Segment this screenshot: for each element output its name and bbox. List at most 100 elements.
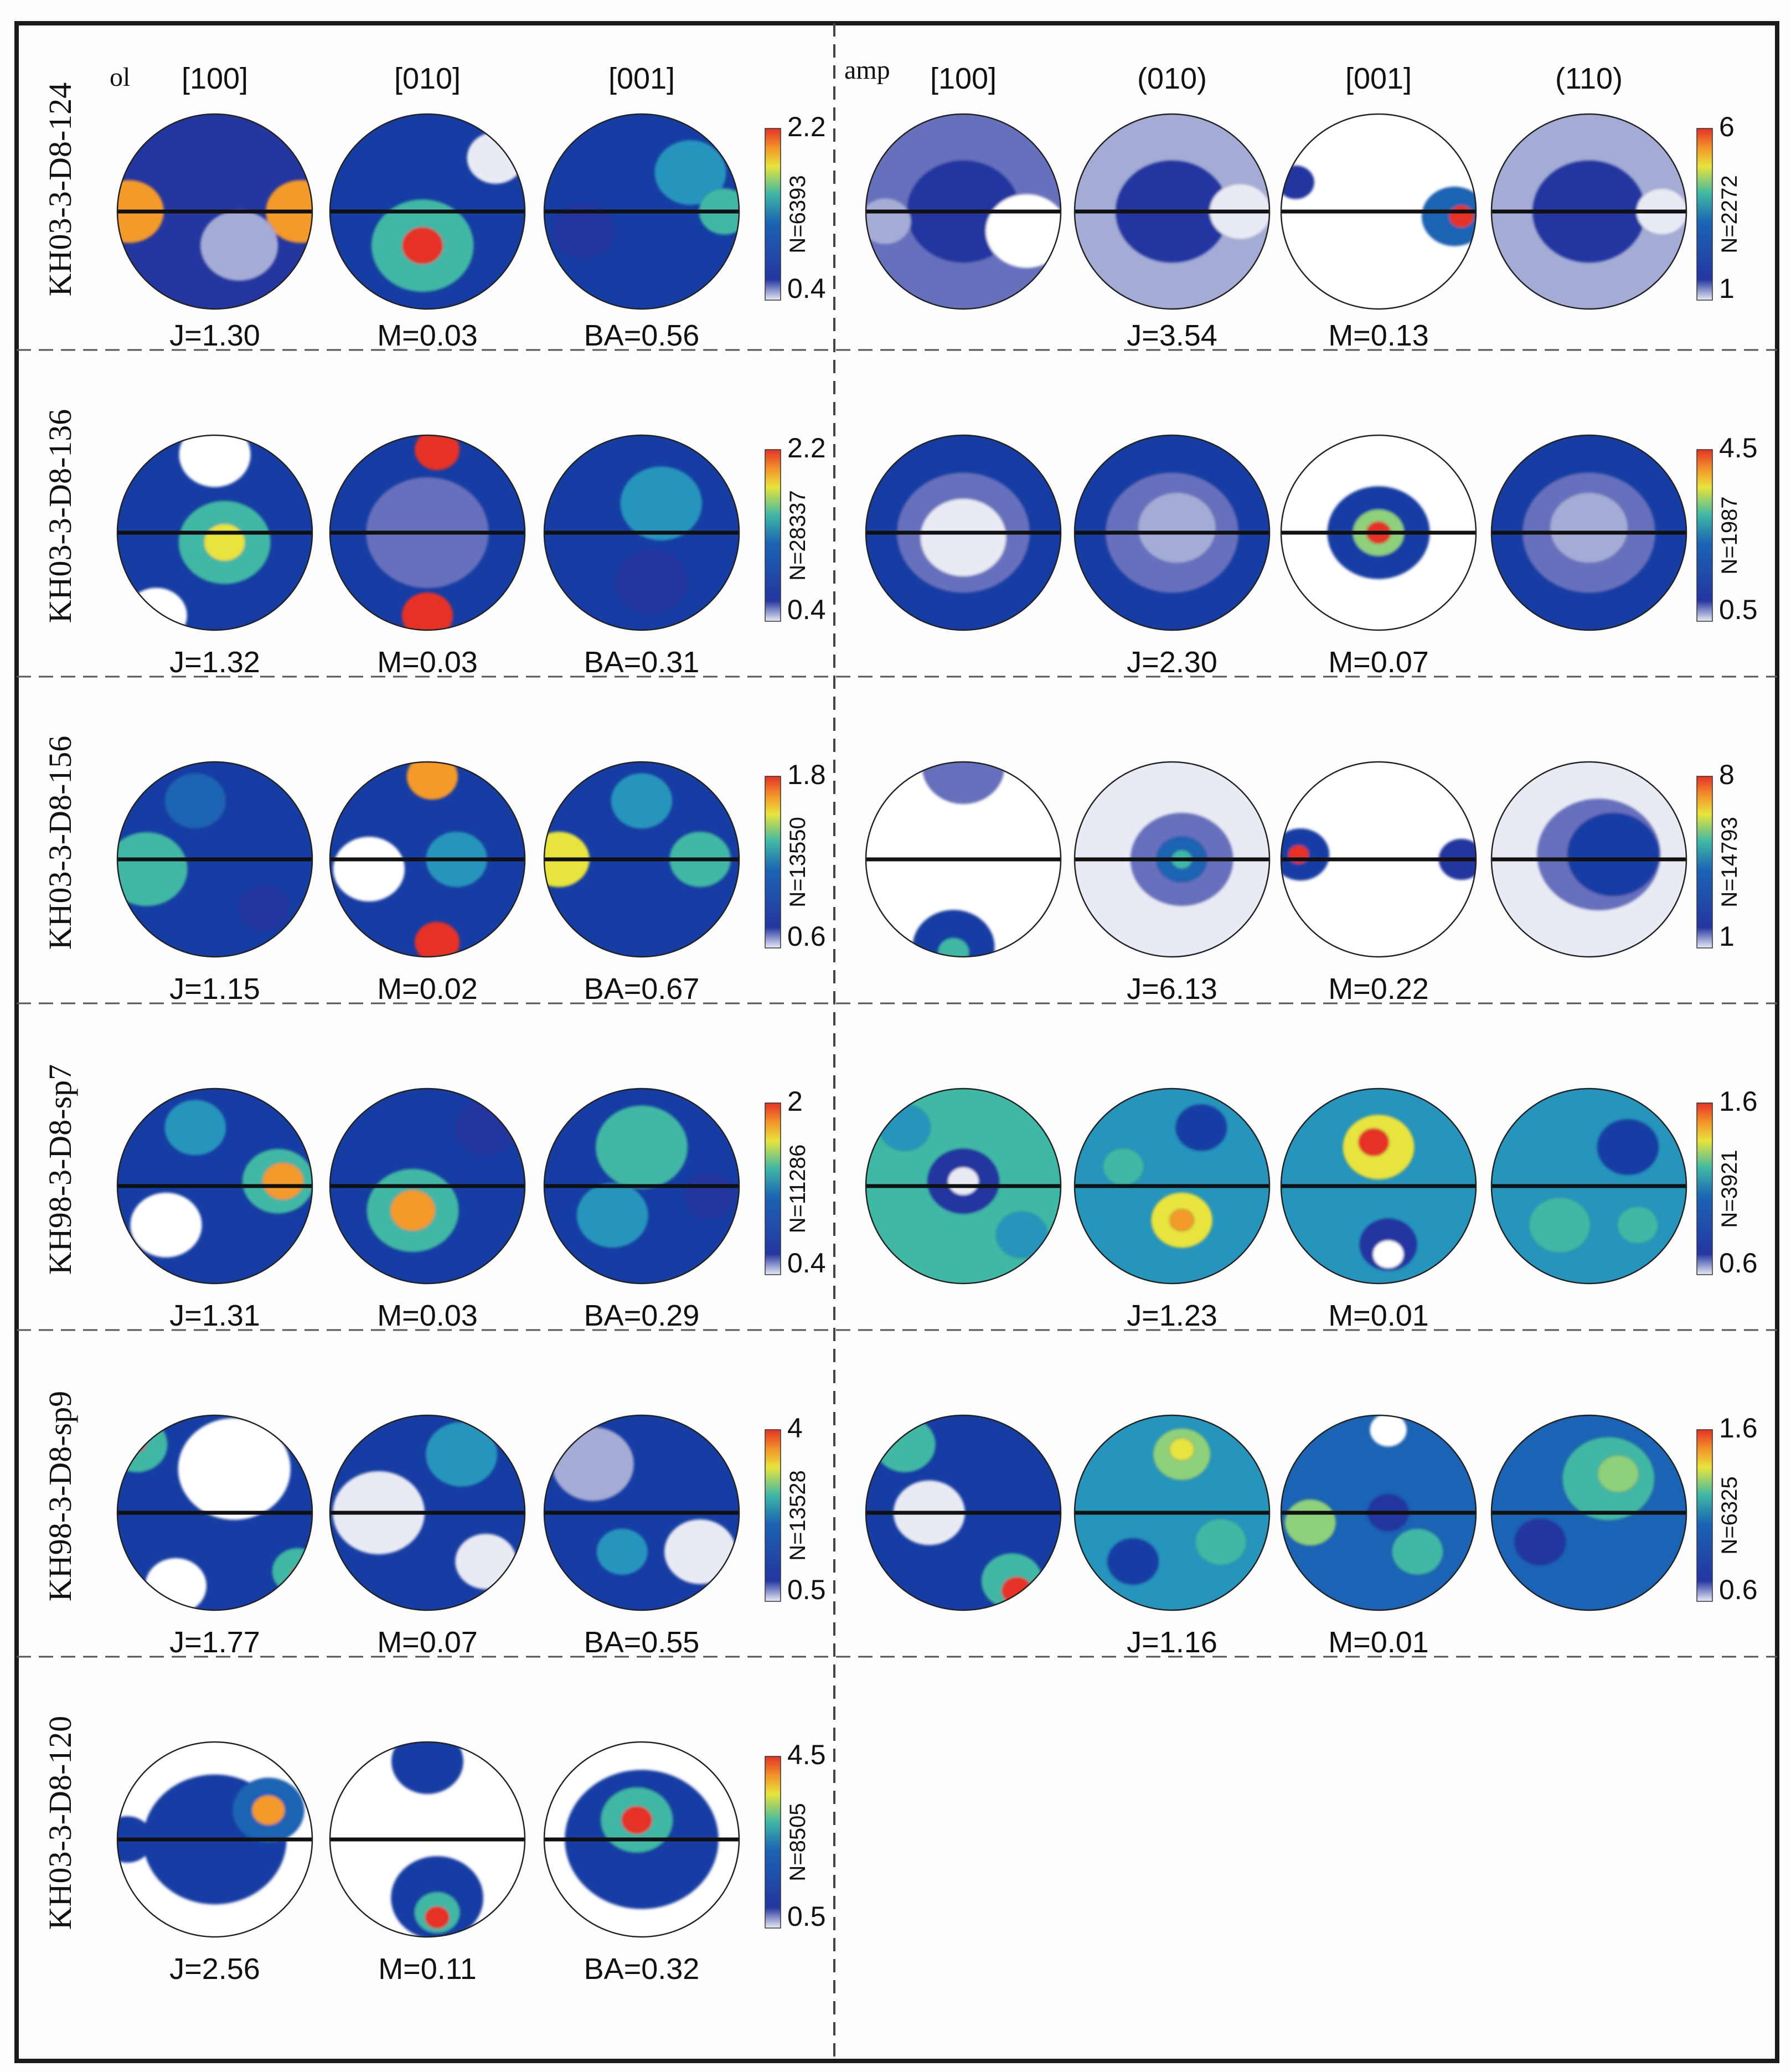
ol-pole-figure-2 xyxy=(543,761,740,958)
pole-outline xyxy=(1280,1087,1477,1285)
density-contour xyxy=(621,1806,653,1834)
ol-ba-index: BA=0.32 xyxy=(584,1952,700,1986)
grain-count-label: N=1987 xyxy=(1717,496,1742,574)
ol-pole-figure-2 xyxy=(543,434,740,631)
ol-color-scale: 4 0.5 N=13528 xyxy=(765,1413,826,1605)
density-contour xyxy=(1550,492,1628,564)
density-contour xyxy=(615,548,688,615)
ol-pole-figure-0 xyxy=(116,113,313,310)
pole-outline xyxy=(865,1414,1062,1611)
ol-j-index: J=2.56 xyxy=(169,1952,260,1986)
pole-outline xyxy=(116,434,313,631)
color-scale-bar xyxy=(765,1429,781,1602)
scale-min-label: 0.4 xyxy=(787,1248,826,1279)
amp-pole-figure-1 xyxy=(1073,434,1271,631)
grain-count-label: N=3921 xyxy=(1717,1150,1742,1228)
density-contour xyxy=(576,1182,649,1248)
density-contour xyxy=(684,1172,736,1220)
ol-pole-figure-1 xyxy=(329,113,526,310)
amp-pole-figure-0 xyxy=(865,434,1062,631)
amp-header-3: (110) xyxy=(1555,62,1623,95)
amp-j-index: J=1.16 xyxy=(1127,1626,1217,1659)
sample-id: KH03-3-D8-120 xyxy=(42,1716,78,1930)
amp-header-2: [001] xyxy=(1345,62,1412,95)
sample-row: KH98-3-D8-sp9 4 0.5 N=13528 J=1.77 M=0.07 BA=0… xyxy=(42,1391,1758,1659)
grain-count-label: N=13550 xyxy=(786,817,810,907)
ol-pole-figure-0 xyxy=(116,761,313,958)
ol-j-index: J=1.30 xyxy=(169,319,260,352)
ol-ba-index: BA=0.29 xyxy=(584,1299,700,1332)
sample-row: KH03-3-D8-136 2.2 0.4 N=28337 J=1.32 M=0.03 BA… xyxy=(42,409,1758,679)
density-contour xyxy=(938,937,969,957)
pole-outline xyxy=(116,1087,313,1285)
pole-outline xyxy=(1073,1087,1271,1285)
color-scale-bar xyxy=(765,776,781,949)
density-contour xyxy=(424,1906,450,1929)
pole-outline xyxy=(1490,761,1687,958)
sample-row: KH03-3-D8-124 2.2 0.4 N=6393 J=1.30 M=0.03 BA=… xyxy=(42,83,1742,352)
scale-min-label: 1 xyxy=(1719,273,1735,304)
ol-pole-figure-0 xyxy=(116,434,313,631)
scale-min-label: 0.6 xyxy=(1719,1574,1758,1605)
grain-count-label: N=28337 xyxy=(786,490,810,580)
density-contour xyxy=(1137,492,1216,564)
grain-count-label: N=8505 xyxy=(786,1803,810,1881)
ol-pole-figure-1 xyxy=(329,761,526,958)
ol-ba-index: BA=0.31 xyxy=(584,646,700,679)
pole-outline xyxy=(865,113,1062,310)
ol-pole-figure-0 xyxy=(116,1087,313,1285)
density-contour xyxy=(1284,1499,1336,1547)
pole-outline xyxy=(116,113,313,310)
color-scale-bar xyxy=(1696,1429,1713,1602)
density-contour xyxy=(1195,1518,1247,1566)
amp-pole-figure-2 xyxy=(1280,1087,1477,1285)
pole-outline xyxy=(1073,1414,1271,1611)
pole-outline xyxy=(543,1414,740,1611)
ol-j-index: J=1.31 xyxy=(169,1299,260,1332)
scale-min-label: 0.5 xyxy=(1719,594,1758,625)
grain-count-label: N=2272 xyxy=(1717,175,1742,253)
ol-m-index: M=0.11 xyxy=(378,1952,477,1986)
amp-m-index: M=0.01 xyxy=(1328,1299,1429,1332)
sample-id: KH03-3-D8-156 xyxy=(42,736,78,950)
pole-outline xyxy=(1490,434,1687,631)
ol-color-scale: 2.2 0.4 N=6393 xyxy=(765,111,826,304)
density-contour xyxy=(390,1189,436,1231)
column-headers: [100] [010] [001] [100] (010) [001] (110) xyxy=(182,62,1623,95)
scale-max-label: 2.2 xyxy=(787,432,826,463)
pole-outline xyxy=(116,761,313,958)
ol-j-index: J=1.77 xyxy=(169,1626,260,1659)
amp-pole-figure-3 xyxy=(1490,1414,1687,1611)
pole-outline xyxy=(1280,1414,1477,1611)
ol-ba-index: BA=0.67 xyxy=(584,972,700,1006)
scale-max-label: 2 xyxy=(787,1086,803,1117)
amp-pole-figure-3 xyxy=(1490,1087,1687,1285)
ol-color-scale: 2 0.4 N=11286 xyxy=(765,1086,826,1279)
color-scale-bar xyxy=(1696,776,1713,949)
amp-j-index: J=1.23 xyxy=(1127,1299,1217,1332)
density-contour xyxy=(164,1099,226,1156)
ol-j-index: J=1.15 xyxy=(169,972,260,1006)
amp-m-index: M=0.07 xyxy=(1328,646,1429,679)
density-contour xyxy=(333,836,405,902)
color-scale-bar xyxy=(1696,449,1713,622)
density-contour xyxy=(1597,1455,1639,1493)
ol-ba-index: BA=0.55 xyxy=(584,1626,700,1659)
ol-pole-figure-1 xyxy=(329,1414,526,1611)
ol-m-index: M=0.03 xyxy=(377,319,478,352)
amp-color-scale: 1.6 0.6 N=6325 xyxy=(1696,1413,1758,1605)
density-contour xyxy=(401,592,453,630)
sample-id: KH98-3-D8-sp7 xyxy=(42,1064,78,1275)
density-contour xyxy=(177,1418,291,1521)
ol-j-index: J=1.32 xyxy=(169,646,260,679)
ol-m-index: M=0.02 xyxy=(377,972,478,1006)
pole-outline xyxy=(1073,761,1271,958)
density-contour xyxy=(262,1162,304,1200)
color-scale-bar xyxy=(1696,128,1713,301)
amp-pole-figure-1 xyxy=(1073,761,1271,958)
grain-count-label: N=6325 xyxy=(1717,1476,1742,1554)
density-contour xyxy=(1391,1528,1444,1575)
amp-pole-figure-0 xyxy=(865,113,1062,310)
density-contour xyxy=(204,523,246,561)
